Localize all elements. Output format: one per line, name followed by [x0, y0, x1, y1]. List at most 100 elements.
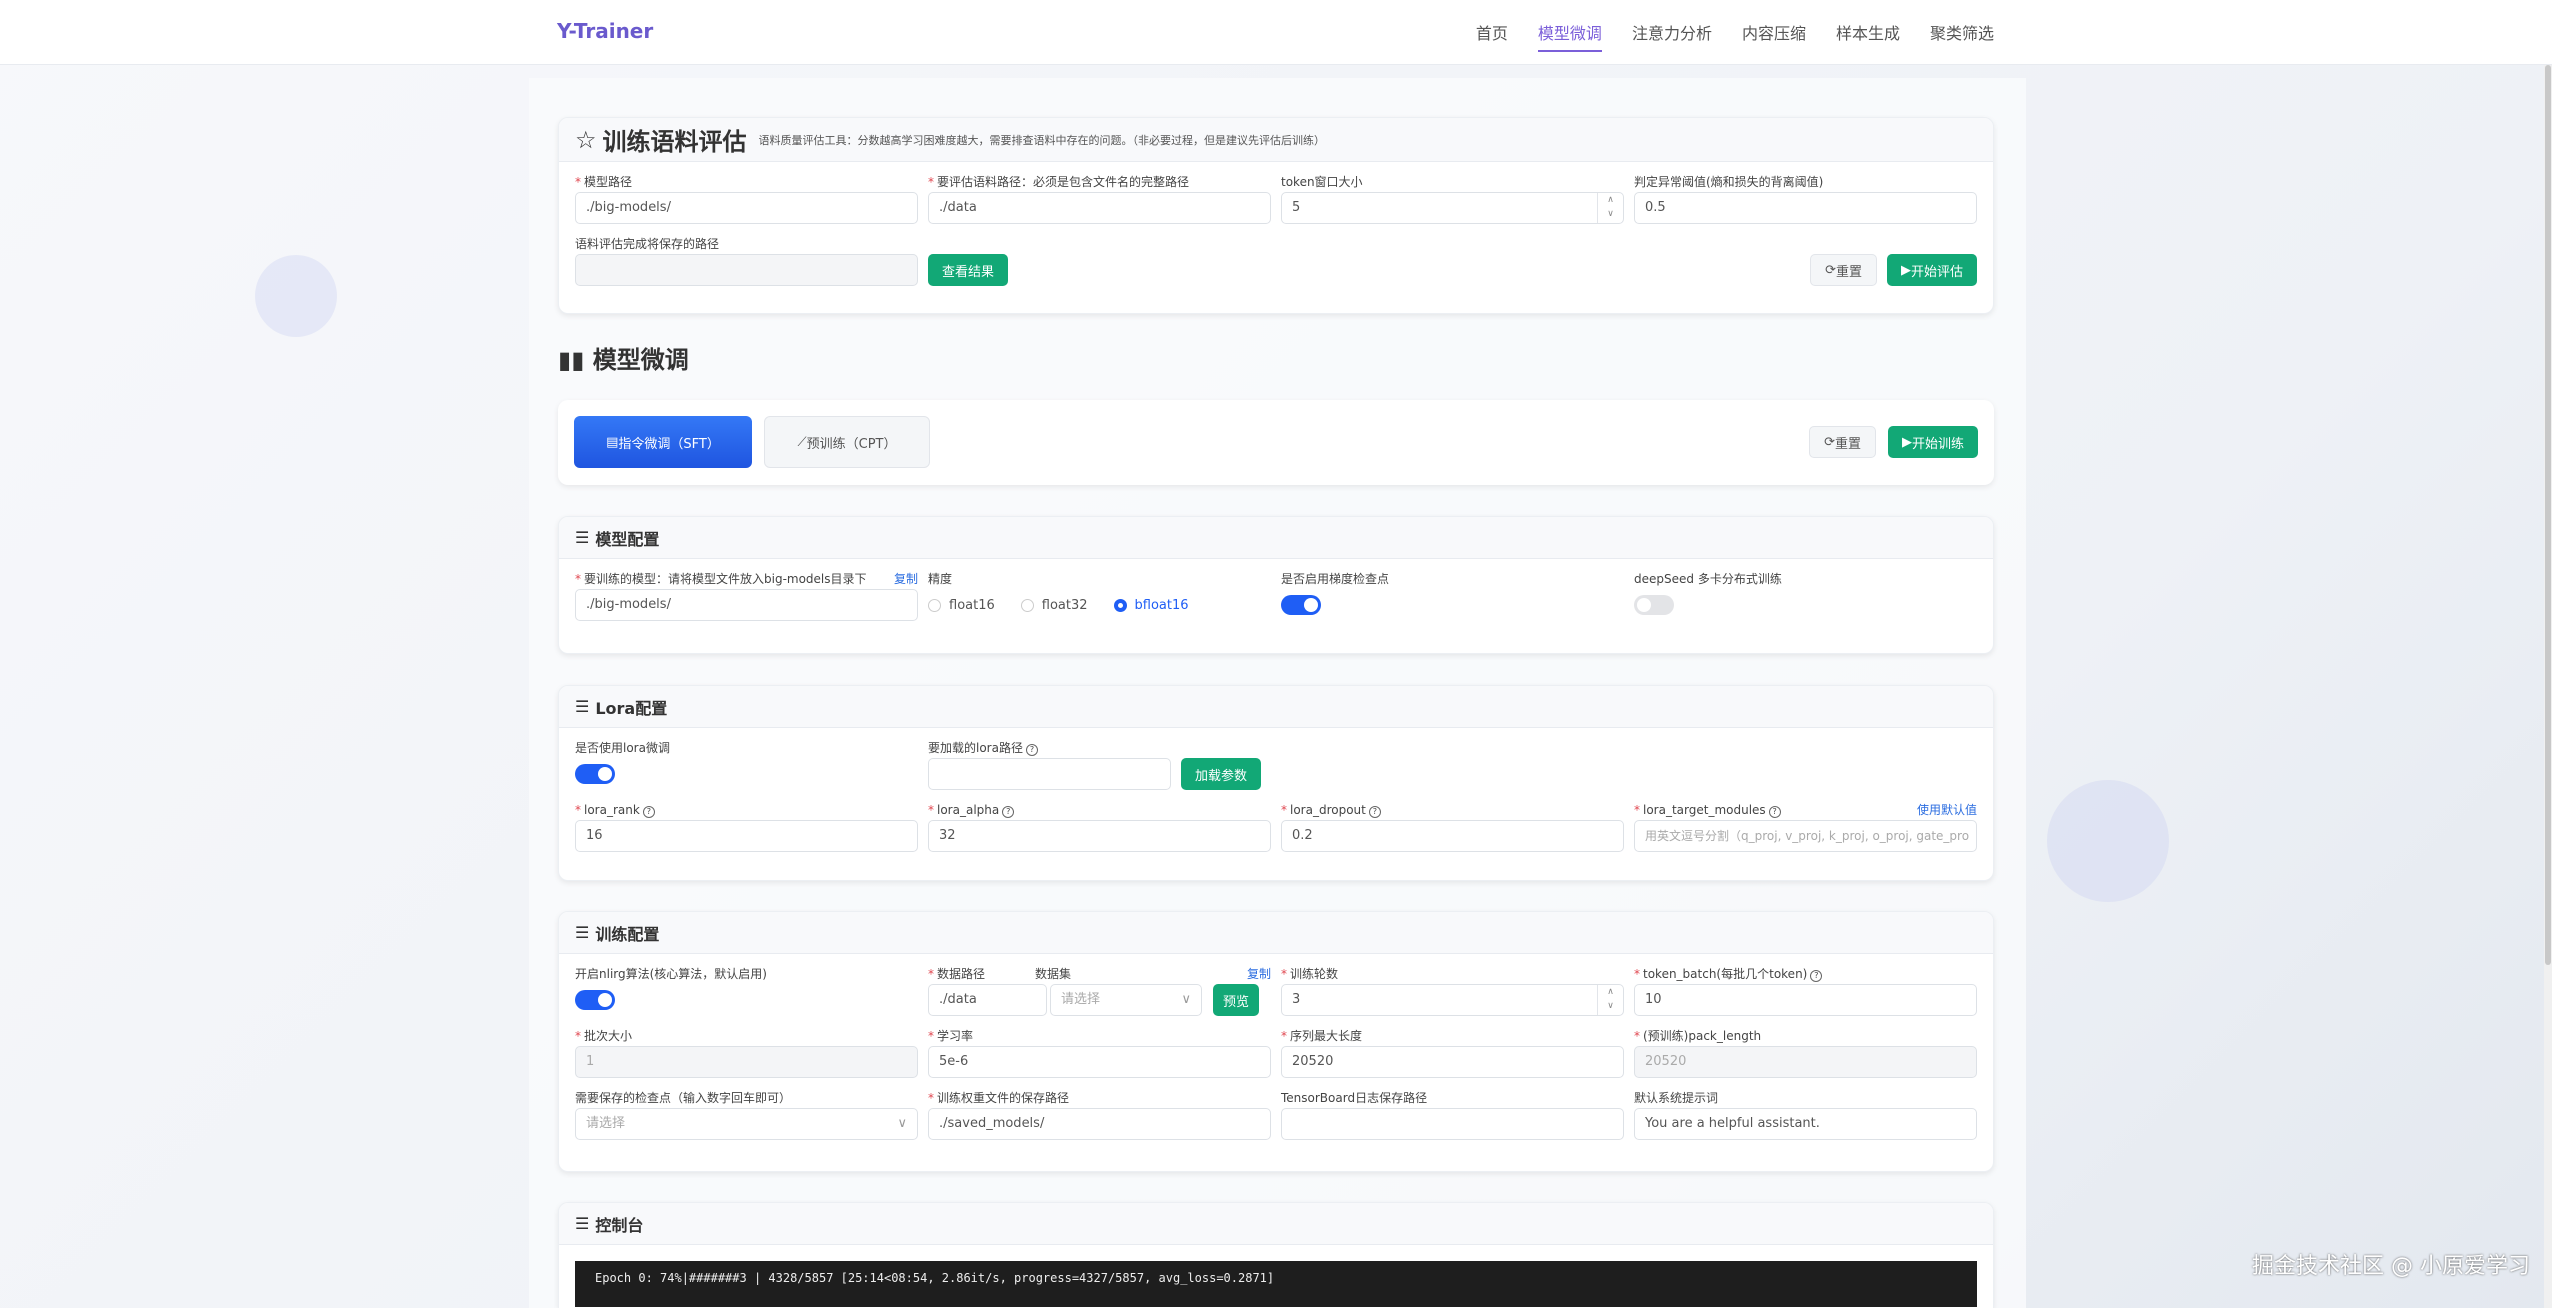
label: 数据集 [1035, 967, 1072, 981]
placeholder: 请选择 [586, 1116, 626, 1131]
chevron-down-icon: ∨ [897, 1116, 907, 1131]
label: float16 [949, 597, 995, 613]
label: float32 [1041, 597, 1088, 613]
save-path-input[interactable]: ./saved_models/ [928, 1108, 1271, 1140]
logo[interactable]: Y-Trainer [557, 19, 654, 43]
nav-attention[interactable]: 注意力分析 [1631, 24, 1712, 43]
label: 开始评估 [1910, 264, 1963, 280]
nav-finetune[interactable]: 模型微调 [1537, 20, 1602, 52]
nav-compress[interactable]: 内容压缩 [1741, 24, 1806, 43]
epochs-input[interactable]: 3 ∧ ∨ [1281, 984, 1624, 1016]
learning-rate-input[interactable]: 5e-6 [928, 1046, 1271, 1078]
sliders-icon: ☰ [575, 1214, 590, 1233]
help-icon[interactable]: ? [1368, 806, 1381, 818]
stepper[interactable]: ∧ ∨ [1597, 193, 1623, 223]
nav-cluster[interactable]: 聚类筛选 [1929, 24, 1994, 43]
token-batch-input[interactable]: 10 [1634, 984, 1977, 1016]
lora-config-card: ☰ Lora配置 是否使用lora微调 要加载的lora路径? 加载参数 * lor… [558, 685, 1994, 881]
label: 需要保存的检查点（输入数字回车即可） [575, 1091, 792, 1105]
reset-train-button[interactable]: ⟳ 重置 [1809, 426, 1876, 458]
deepspeed-toggle[interactable] [1634, 595, 1674, 615]
console-output: Epoch 0: 74%|#######3 | 4328/5857 [25:14… [575, 1261, 1977, 1307]
load-params-button[interactable]: 加载参数 [1181, 758, 1262, 790]
sliders-icon: ☰ [575, 697, 590, 716]
label: 训练轮数 [1290, 967, 1339, 981]
label: 序列最大长度 [1290, 1029, 1363, 1043]
nav-home[interactable]: 首页 [1475, 24, 1508, 43]
tensorboard-path-input[interactable] [1281, 1108, 1624, 1140]
value: 5 [1292, 200, 1301, 215]
model-path-input[interactable]: ./big-models/ [575, 192, 918, 224]
main-content: ☆ 训练语料评估 语料质量评估工具：分数越高学习困难度越大，需要排查语料中存在的… [529, 78, 2026, 1308]
token-window-input[interactable]: 5 ∧ ∨ [1281, 192, 1624, 224]
stepper[interactable]: ∧ ∨ [1597, 985, 1623, 1015]
train-config-card: ☰ 训练配置 开启nlirg算法(核心算法，默认启用) * 数据路径 数据集 复制 ./… [558, 911, 1994, 1172]
data-path-input[interactable]: ./data [928, 192, 1271, 224]
label: lora_dropout [1290, 803, 1366, 817]
label: 精度 [928, 572, 953, 586]
label: 开始训练 [1911, 436, 1964, 452]
label: 数据路径 [937, 967, 986, 981]
lora-alpha-input[interactable]: 32 [928, 820, 1271, 852]
help-icon[interactable]: ? [1810, 970, 1823, 982]
preview-button[interactable]: 预览 [1213, 984, 1260, 1016]
lora-path-input[interactable] [928, 758, 1171, 790]
grad-ckpt-toggle[interactable] [1281, 595, 1321, 615]
target-modules-input[interactable]: 用英文逗号分割（q_proj, v_proj, k_proj, o_proj, … [1634, 820, 1977, 852]
label: deepSeed 多卡分布式训练 [1634, 572, 1782, 586]
decor-bubble [2047, 780, 2169, 902]
label: (预训练)pack_length [1643, 1029, 1762, 1043]
label: 默认系统提示词 [1634, 1091, 1719, 1105]
max-length-input[interactable]: 20520 [1281, 1046, 1624, 1078]
finetune-title: ▮▮ 模型微调 [558, 340, 689, 375]
label: bfloat16 [1134, 597, 1189, 613]
radio-float16[interactable]: float16 [928, 598, 995, 613]
watermark: 掘金技术社区 @ 小原爱学习 [2252, 1254, 2530, 1279]
label: 批次大小 [584, 1029, 633, 1043]
reset-button[interactable]: ⟳ 重置 [1810, 254, 1877, 286]
copy-link[interactable]: 复制 [893, 572, 918, 586]
tab-sft[interactable]: ▤ 指令微调（SFT） [574, 416, 752, 468]
help-icon[interactable]: ? [1002, 806, 1015, 818]
data-path-input[interactable]: ./data [928, 984, 1047, 1016]
start-train-button[interactable]: ▶ 开始训练 [1887, 426, 1978, 458]
help-icon[interactable]: ? [1025, 744, 1038, 756]
start-eval-button[interactable]: ▶ 开始评估 [1886, 254, 1977, 286]
mode-card: ▤ 指令微调（SFT） ⟋ 预训练（CPT） ⟳ 重置 ▶ 开始训练 [558, 400, 1994, 485]
save-path-input[interactable] [575, 254, 918, 286]
label: 模型路径 [584, 175, 633, 189]
help-icon[interactable]: ? [642, 806, 655, 818]
console-card: ☰ 控制台 Epoch 0: 74%|#######3 | 4328/5857 [… [558, 1202, 1994, 1308]
decor-bubble [255, 255, 337, 337]
system-prompt-input[interactable]: You are a helpful assistant. [1634, 1108, 1977, 1140]
label: 训练权重文件的保存路径 [937, 1091, 1070, 1105]
chevron-down-icon: ∨ [1181, 992, 1191, 1007]
label: 重置 [1835, 264, 1862, 280]
threshold-input[interactable]: 0.5 [1634, 192, 1977, 224]
view-results-button[interactable]: 查看结果 [928, 254, 1009, 286]
lora-dropout-input[interactable]: 0.2 [1281, 820, 1624, 852]
use-lora-toggle[interactable] [575, 764, 615, 784]
title: Lora配置 [595, 698, 668, 718]
label: 要加载的lora路径 [928, 741, 1023, 755]
tab-cpt[interactable]: ⟋ 预训练（CPT） [764, 416, 930, 468]
lora-rank-input[interactable]: 16 [575, 820, 918, 852]
use-default-link[interactable]: 使用默认值 [1916, 803, 1977, 817]
label: 判定异常阈值(熵和损失的背离阈值) [1634, 175, 1824, 189]
scrollbar-thumb[interactable] [2545, 65, 2551, 965]
radio-float32[interactable]: float32 [1020, 597, 1088, 613]
value: 3 [1292, 992, 1301, 1007]
help-icon[interactable]: ? [1768, 806, 1781, 818]
radio-bfloat16[interactable]: bfloat16 [1113, 597, 1189, 613]
copy-link[interactable]: 复制 [1246, 967, 1271, 981]
dataset-select[interactable]: 请选择 ∨ [1050, 984, 1202, 1016]
nav-sample[interactable]: 样本生成 [1835, 24, 1900, 43]
placeholder: 请选择 [1061, 992, 1101, 1007]
checkpoint-select[interactable]: 请选择 ∨ [575, 1108, 918, 1140]
scrollbar[interactable] [2544, 65, 2552, 1308]
nlirg-toggle[interactable] [575, 990, 615, 1010]
batch-size-input[interactable]: 1 [575, 1046, 918, 1078]
model-input[interactable]: ./big-models/ [575, 589, 918, 621]
label: 要训练的模型：请将模型文件放入big-models目录下 [584, 572, 867, 586]
pack-length-input[interactable]: 20520 [1634, 1046, 1977, 1078]
